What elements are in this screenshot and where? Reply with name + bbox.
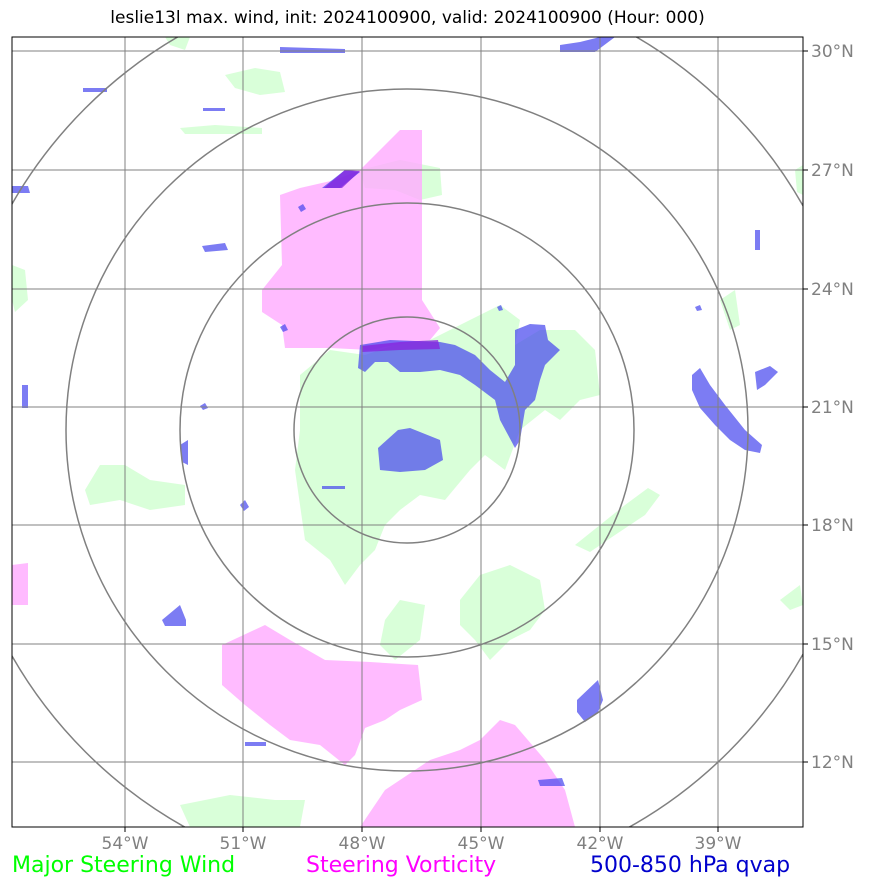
lat-label: 18°N [811, 516, 854, 536]
map-title: leslie13l max. wind, init: 2024100900, v… [110, 8, 705, 28]
lon-label: 51°W [220, 834, 267, 854]
lat-label: 27°N [811, 161, 854, 181]
graticule [12, 37, 803, 827]
qvap-areas [12, 37, 778, 786]
steering-vorticity-areas [12, 130, 575, 827]
legend-qvap: 500-850 hPa qvap [590, 853, 791, 878]
lat-label: 12°N [811, 753, 854, 773]
legend-steering-wind: Major Steering Wind [12, 853, 236, 878]
lon-label: 54°W [102, 834, 149, 854]
map-frame [11, 36, 804, 828]
lat-label: 30°N [811, 42, 854, 62]
overlap-areas [324, 170, 440, 352]
lon-label: 39°W [695, 834, 742, 854]
legend-steering-vorticity: Steering Vorticity [306, 853, 497, 878]
lon-label: 42°W [577, 834, 624, 854]
lat-label: 21°N [811, 398, 854, 418]
lat-label: 15°N [811, 635, 854, 655]
lon-label: 48°W [339, 834, 386, 854]
lon-label: 45°W [458, 834, 505, 854]
lat-label: 24°N [811, 280, 854, 300]
